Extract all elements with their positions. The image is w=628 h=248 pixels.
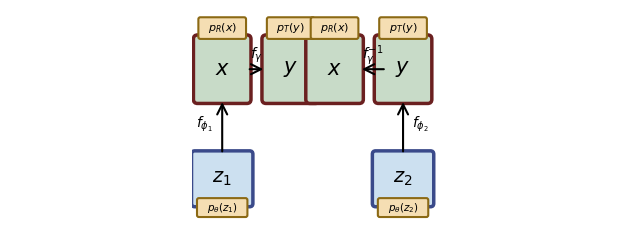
FancyBboxPatch shape bbox=[197, 198, 247, 217]
Text: $p_{\theta}(z_2)$: $p_{\theta}(z_2)$ bbox=[387, 201, 418, 215]
Text: $f_{\gamma}^{-1}$: $f_{\gamma}^{-1}$ bbox=[362, 43, 384, 68]
FancyBboxPatch shape bbox=[372, 151, 434, 207]
Text: $p_T(y)$: $p_T(y)$ bbox=[389, 21, 418, 35]
FancyBboxPatch shape bbox=[311, 17, 359, 39]
FancyBboxPatch shape bbox=[262, 35, 320, 103]
FancyBboxPatch shape bbox=[267, 17, 315, 39]
FancyBboxPatch shape bbox=[378, 198, 428, 217]
Text: $x$: $x$ bbox=[215, 60, 230, 79]
Text: $y$: $y$ bbox=[396, 59, 411, 79]
Text: $f_{\phi_1}$: $f_{\phi_1}$ bbox=[196, 114, 213, 134]
FancyBboxPatch shape bbox=[306, 35, 364, 103]
FancyBboxPatch shape bbox=[198, 17, 246, 39]
Text: $x$: $x$ bbox=[327, 60, 342, 79]
Text: $p_T(y)$: $p_T(y)$ bbox=[276, 21, 305, 35]
FancyBboxPatch shape bbox=[193, 35, 251, 103]
FancyBboxPatch shape bbox=[379, 17, 427, 39]
Text: $p_R(x)$: $p_R(x)$ bbox=[320, 21, 349, 35]
Text: $f_{\phi_2}$: $f_{\phi_2}$ bbox=[413, 114, 430, 134]
Text: $f_{\gamma}$: $f_{\gamma}$ bbox=[250, 46, 263, 65]
Text: $y$: $y$ bbox=[283, 59, 298, 79]
FancyBboxPatch shape bbox=[374, 35, 432, 103]
Text: $p_{\theta}(z_1)$: $p_{\theta}(z_1)$ bbox=[207, 201, 237, 215]
Text: $z_1$: $z_1$ bbox=[212, 170, 232, 188]
Text: $z_2$: $z_2$ bbox=[393, 170, 413, 188]
FancyBboxPatch shape bbox=[192, 151, 253, 207]
Text: $p_R(x)$: $p_R(x)$ bbox=[208, 21, 237, 35]
